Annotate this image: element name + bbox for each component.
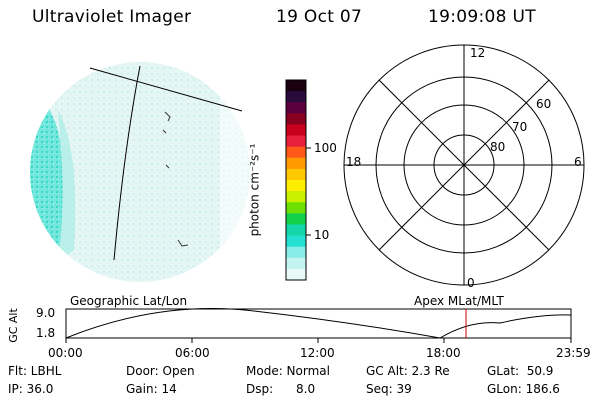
info-dsp: Dsp: 8.0 xyxy=(246,382,316,396)
colorbar-band xyxy=(286,157,306,170)
polar-lat-label-70: 70 xyxy=(512,120,528,134)
polar-lat-label-60: 60 xyxy=(536,97,552,111)
colorbar-band xyxy=(286,235,306,248)
coastline-marks xyxy=(162,111,189,247)
instrument-title: Ultraviolet Imager xyxy=(32,7,192,27)
colorbar-band xyxy=(286,224,306,237)
colorbar-tick-label-100: 100 xyxy=(314,141,337,155)
colorbar-band xyxy=(286,168,306,181)
observation-date: 19 Oct 07 xyxy=(276,7,363,27)
colorbar-tick-label-10: 10 xyxy=(314,228,330,242)
colorbar-band xyxy=(286,268,306,281)
info-gc-alt: GC Alt: 2.3 Re xyxy=(366,364,450,378)
info-seq: Seq: 39 xyxy=(366,382,412,396)
timeline-y-tick-low: 1.8 xyxy=(36,326,56,340)
observation-time: 19:09:08 UT xyxy=(428,7,536,27)
colorbar-band xyxy=(286,135,306,148)
timeline-x-tick-1200: 12:00 xyxy=(300,346,335,360)
altitude-curve xyxy=(65,308,572,339)
info-gain: Gain: 14 xyxy=(126,382,177,396)
timeline-y-tick-high: 9.0 xyxy=(36,306,56,320)
timeline-x-tick-0000: 00:00 xyxy=(48,346,83,360)
timeline-frame xyxy=(65,308,572,339)
colorbar-band xyxy=(286,102,306,114)
colorbar-band xyxy=(286,257,306,270)
colorbar-band xyxy=(286,213,306,226)
terminator-line xyxy=(89,67,243,112)
timeline-x-tick-0600: 06:00 xyxy=(175,346,210,360)
colorbar-band xyxy=(286,146,306,159)
timeline-x-tick-1800: 18:00 xyxy=(426,346,461,360)
polar-hour-label-6: 6 xyxy=(574,155,582,169)
polar-hour-label-18: 18 xyxy=(346,155,362,169)
info-glon: GLon: 186.6 xyxy=(487,382,560,396)
colorbar-gradient xyxy=(286,80,306,281)
timeline-right-title: Apex MLat/MLT xyxy=(414,294,504,308)
colorbar-band xyxy=(286,124,306,137)
info-filter: Flt: LBHL xyxy=(8,364,62,378)
meridian-line xyxy=(113,65,141,261)
colorbar-band xyxy=(286,180,306,192)
info-mode: Mode: Normal xyxy=(246,364,330,378)
colorbar-band xyxy=(286,246,306,259)
colorbar-band xyxy=(286,113,306,126)
polar-diagonal-2 xyxy=(378,79,550,251)
timeline-left-title: Geographic Lat/Lon xyxy=(70,294,188,308)
timeline-x-tick-2359: 23:59 xyxy=(556,346,591,360)
polar-hour-label-12: 12 xyxy=(470,46,486,60)
colorbar-band xyxy=(286,191,306,203)
colorbar-frame xyxy=(285,79,307,281)
colorbar-band xyxy=(286,80,306,92)
info-door: Door: Open xyxy=(126,364,195,378)
info-glat: GLat: 50.9 xyxy=(487,364,554,378)
polar-hour-label-0: 0 xyxy=(467,276,475,290)
colorbar-band xyxy=(286,202,306,214)
colorbar-band xyxy=(286,91,306,103)
info-ip: IP: 36.0 xyxy=(8,382,54,396)
polar-lat-label-80: 80 xyxy=(490,140,506,154)
